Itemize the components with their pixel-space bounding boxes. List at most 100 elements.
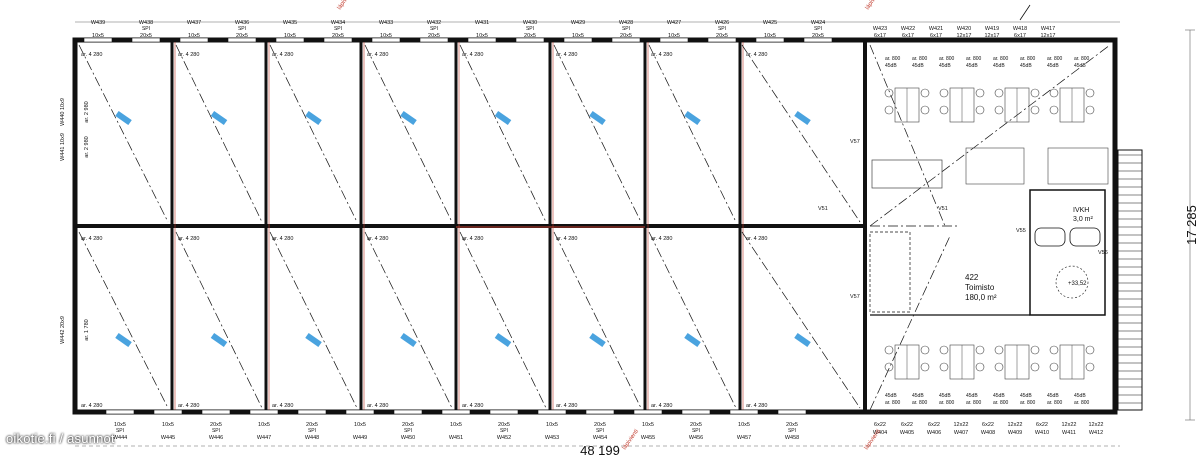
- top-window-id: W428: [619, 20, 633, 26]
- desk-label: 45dB: [1074, 63, 1086, 69]
- bay-diagonal: [269, 44, 358, 223]
- window-frame: [515, 37, 545, 43]
- office-bottom-window-size: 6x22: [1036, 422, 1048, 428]
- window-frame: [249, 409, 279, 415]
- bay-diagonal: [459, 231, 547, 409]
- top-window-size: 20x5: [236, 33, 248, 39]
- window-frame: [467, 37, 497, 43]
- door-label: V57: [850, 139, 860, 145]
- office-bottom-window-size: 6x22: [901, 422, 913, 428]
- bottom-window-size: 10x5: [114, 422, 126, 428]
- desk-label: ar. 800: [966, 400, 982, 406]
- bottom-window-id: W444: [113, 435, 127, 441]
- window-frame: [659, 37, 689, 43]
- bay-tag: [794, 332, 811, 348]
- bay-diagonal: [553, 44, 642, 223]
- chair: [994, 105, 1004, 115]
- office-hatch-line: [869, 44, 1111, 227]
- office-bottom-window-id: W412: [1089, 430, 1103, 436]
- desk-label: ar. 800: [885, 400, 901, 406]
- window-frame: [323, 37, 353, 43]
- bay-diagonal: [648, 231, 737, 409]
- desk-label: 45dB: [912, 393, 924, 399]
- bay-diagonal: [648, 44, 737, 223]
- chair: [1049, 88, 1059, 98]
- window-frame: [803, 37, 833, 43]
- desk-label: ar. 800: [912, 400, 928, 406]
- top-window-id: W438: [139, 20, 153, 26]
- chair: [939, 362, 949, 372]
- top-window-size: 10x5: [92, 33, 104, 39]
- top-window-size: 10x5: [284, 33, 296, 39]
- office-bottom-window-size: 12x22: [954, 422, 969, 428]
- bay-tag: [589, 110, 606, 126]
- office-bottom-window-id: W406: [927, 430, 941, 436]
- window-frame: [345, 409, 375, 415]
- chair: [975, 345, 985, 355]
- ceiling-height-label: ar. 4 280: [462, 52, 483, 58]
- bay-tag: [400, 110, 417, 126]
- bottom-window-size: 20x5: [786, 422, 798, 428]
- desk-label: ar. 800: [1074, 56, 1090, 62]
- ceiling-height-label: ar. 4 280: [556, 403, 577, 409]
- window-frame: [537, 409, 567, 415]
- office-bottom-window-size: 6x22: [928, 422, 940, 428]
- bottom-window-size: 10x5: [354, 422, 366, 428]
- chair: [994, 362, 1004, 372]
- ceiling-height-label: ar. 4 280: [178, 52, 199, 58]
- spi-label: SPI: [142, 26, 150, 32]
- bay-diagonal: [741, 231, 861, 409]
- bay-diagonal: [78, 44, 169, 223]
- top-window-id: W432: [427, 20, 441, 26]
- top-window-id: W424: [811, 20, 825, 26]
- top-window-size: 20x5: [332, 33, 344, 39]
- bay-tag: [494, 110, 512, 126]
- bottom-window-size: 20x5: [210, 422, 222, 428]
- side-window-label: W442 20x9: [60, 316, 66, 344]
- desk-label: 45dB: [966, 63, 978, 69]
- chair: [920, 345, 930, 355]
- window-frame: [755, 37, 785, 43]
- spi-label: SPI: [814, 26, 822, 32]
- window-frame: [83, 37, 113, 43]
- bottom-window-id: W456: [689, 435, 703, 441]
- bottom-window-id: W446: [209, 435, 223, 441]
- window-frame: [131, 37, 161, 43]
- top-window-id: W426: [715, 20, 729, 26]
- window-frame: [563, 37, 593, 43]
- office-bottom-window-id: W405: [900, 430, 914, 436]
- top-window-id: W425: [763, 20, 777, 26]
- desk-label: ar. 800: [939, 400, 955, 406]
- window-frame: [201, 409, 231, 415]
- ceiling-height-label: ar. 4 280: [272, 236, 293, 242]
- office-top-window-id: W420: [957, 26, 971, 32]
- bay-tag: [589, 332, 606, 348]
- office-top-window-id: W418: [1013, 26, 1027, 32]
- office-bottom-window-size: 12x22: [1062, 422, 1077, 428]
- bay-tag: [305, 110, 322, 126]
- spi-label: SPI: [430, 26, 438, 32]
- level-mark: +33,52: [1068, 281, 1087, 287]
- window-frame: [393, 409, 423, 415]
- chair: [939, 88, 949, 98]
- bay-tag: [305, 332, 322, 348]
- bottom-window-size: 20x5: [690, 422, 702, 428]
- ceiling-height-label: ar. 4 280: [651, 403, 672, 409]
- chair: [920, 88, 930, 98]
- chair: [1030, 88, 1040, 98]
- bottom-window-size: 10x5: [450, 422, 462, 428]
- window-frame: [585, 409, 615, 415]
- top-window-size: 10x5: [764, 33, 776, 39]
- bay-tag: [115, 332, 132, 348]
- red-note: läpivienti: [865, 0, 883, 11]
- ceiling-height-label: ar. 4 280: [462, 236, 483, 242]
- bottom-window-id: W447: [257, 435, 271, 441]
- chair: [1085, 105, 1095, 115]
- bay-diagonal: [364, 44, 453, 223]
- top-window-size: 20x5: [620, 33, 632, 39]
- chair: [939, 105, 949, 115]
- top-window-size: 20x5: [524, 33, 536, 39]
- top-window-id: W435: [283, 20, 297, 26]
- wc-fixture: [1069, 227, 1101, 247]
- spi-label: SPI: [500, 428, 508, 434]
